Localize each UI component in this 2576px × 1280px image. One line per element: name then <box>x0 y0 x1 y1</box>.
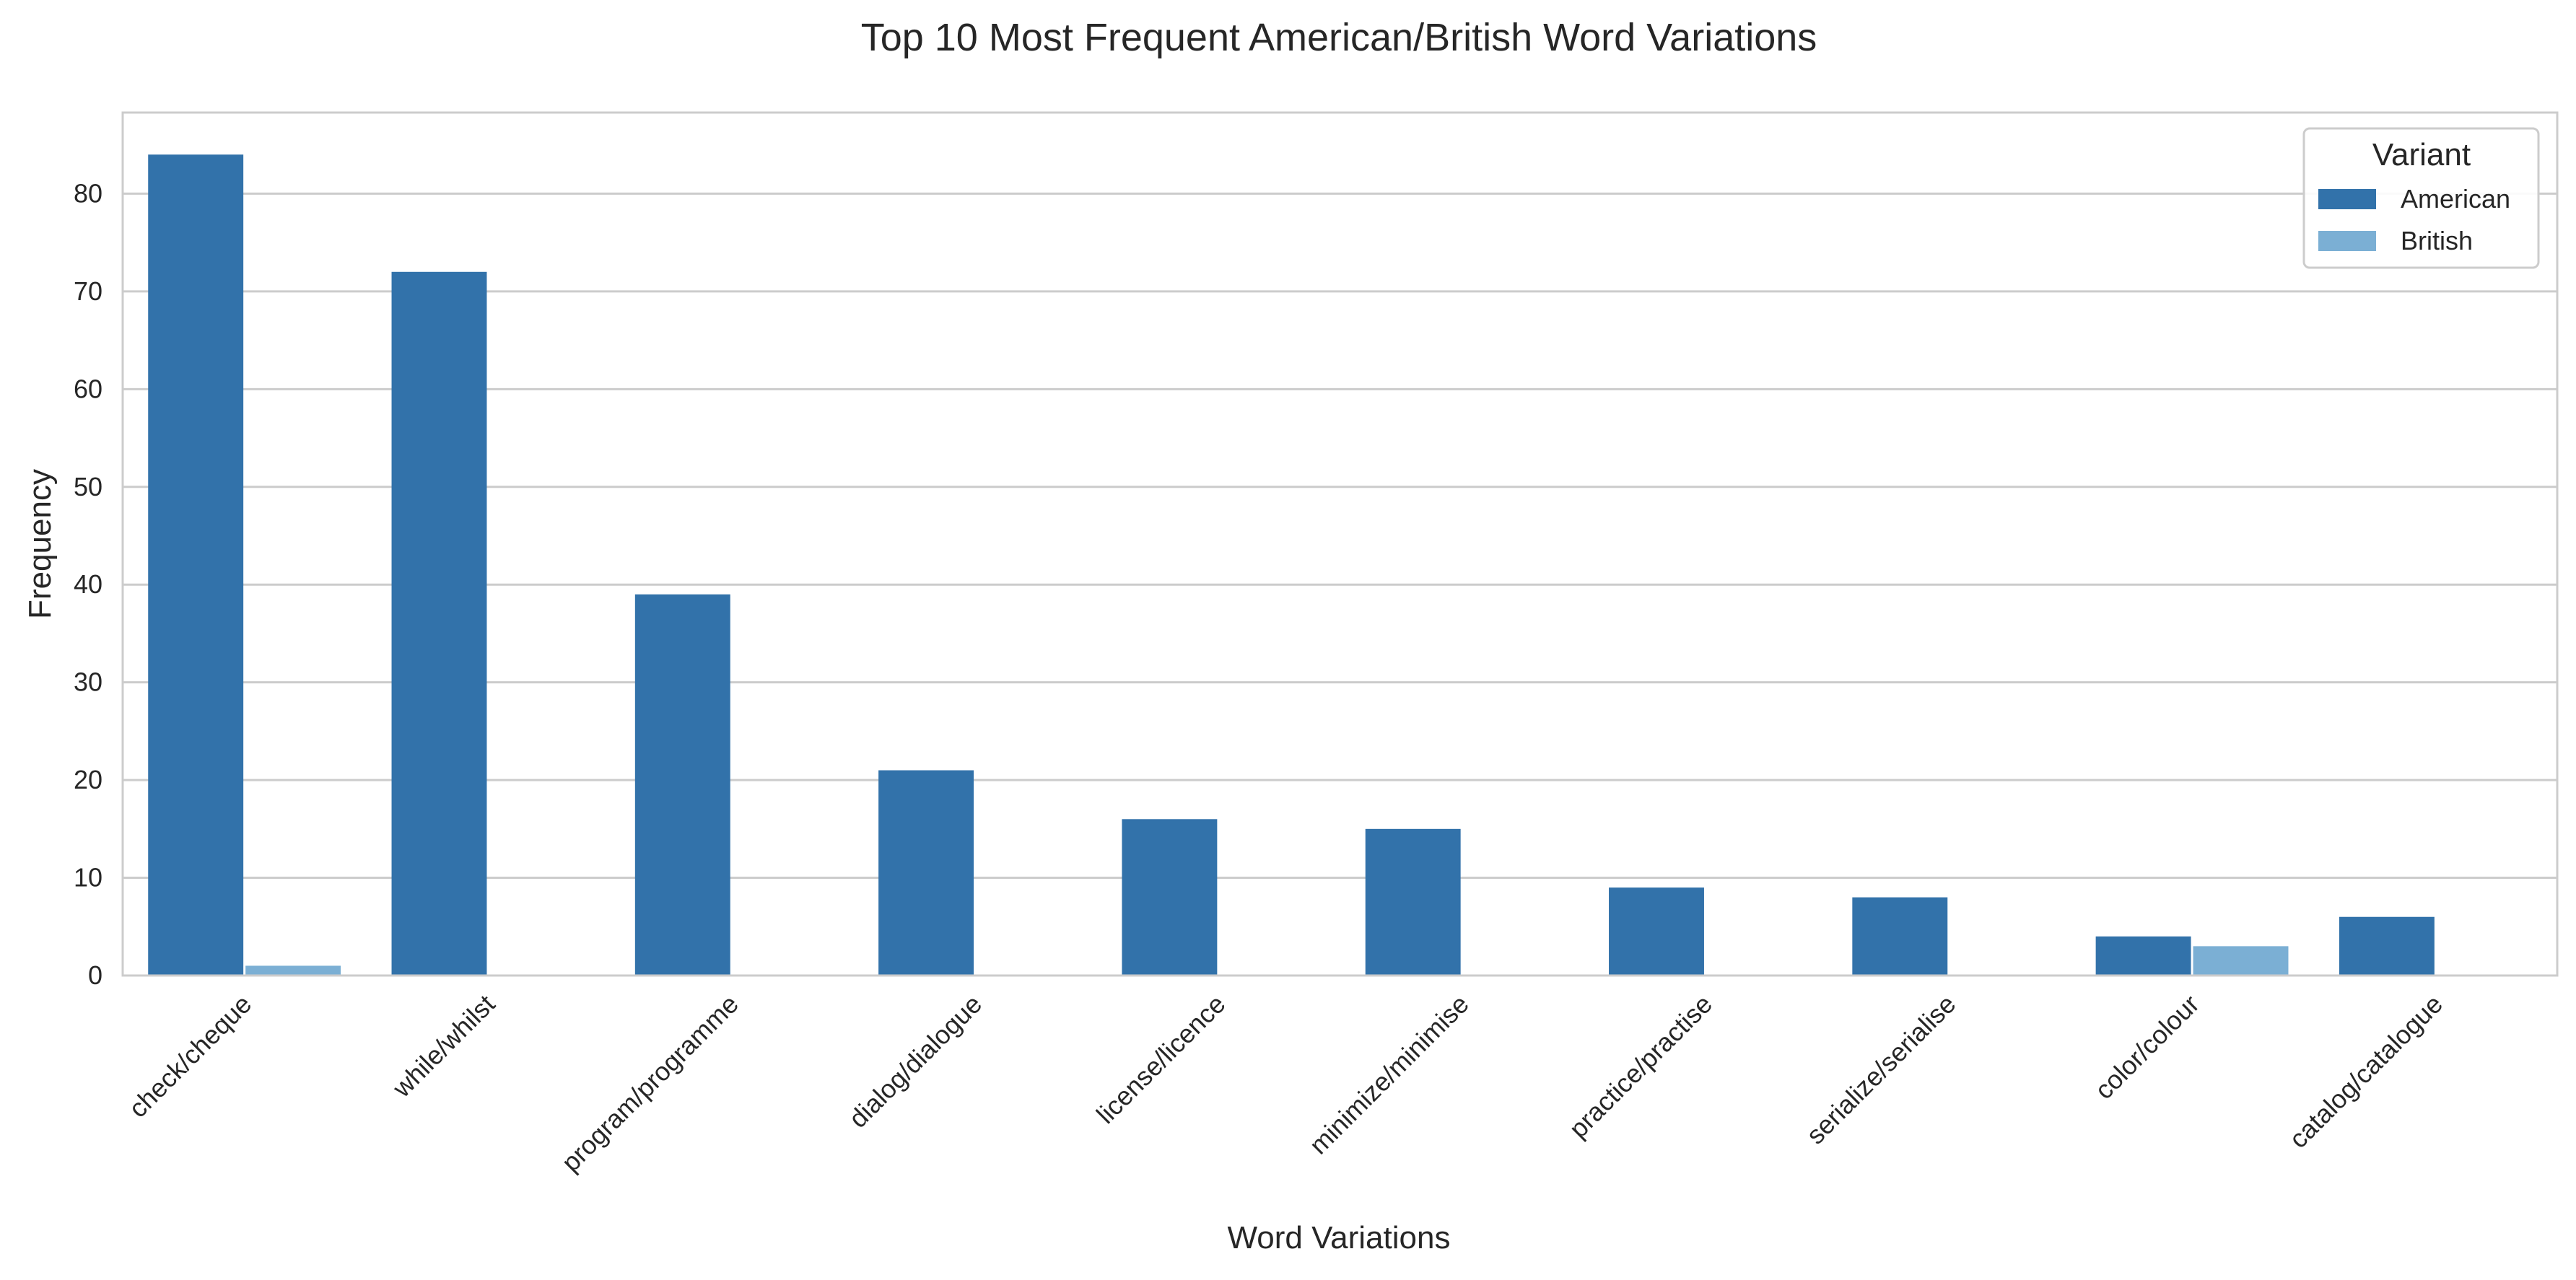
y-axis-title: Frequency <box>22 469 58 619</box>
bar-american-check-cheque <box>148 154 244 976</box>
y-tick-label: 80 <box>74 178 102 208</box>
bar-american-while-whilst <box>391 271 487 976</box>
bar-american-program-programme <box>634 594 730 976</box>
y-tick-label: 60 <box>74 374 102 403</box>
legend: Variant American British <box>2302 127 2540 269</box>
y-tick-label: 30 <box>74 667 102 697</box>
legend-swatch-british <box>2318 231 2376 251</box>
y-tick-label: 40 <box>74 569 102 599</box>
bar-british-check-cheque <box>245 965 341 976</box>
y-axis-ticks: 0 10 20 30 40 50 60 70 80 <box>74 178 102 990</box>
y-tick-label: 50 <box>74 472 102 501</box>
bar-british-color-colour <box>2193 946 2289 976</box>
y-tick-label: 10 <box>74 863 102 893</box>
y-tick-label: 20 <box>74 765 102 794</box>
y-tick-label: 0 <box>88 960 102 990</box>
y-tick-label: 70 <box>74 276 102 306</box>
chart-title: Top 10 Most Frequent American/British Wo… <box>861 16 1817 59</box>
legend-label-british: British <box>2401 226 2473 255</box>
bar-american-catalog-catalogue <box>2339 916 2435 976</box>
bar-american-color-colour <box>2095 936 2191 976</box>
bar-american-serialize-serialise <box>1852 897 1948 976</box>
x-axis-title: Word Variations <box>1228 1220 1451 1255</box>
plot-frame <box>121 111 2559 977</box>
gridlines <box>123 192 2557 977</box>
bar-american-license-licence <box>1122 819 1218 976</box>
legend-title: Variant <box>2372 137 2471 172</box>
legend-swatch-american <box>2318 189 2376 209</box>
legend-label-american: American <box>2401 184 2510 214</box>
bar-american-minimize-minimise <box>1365 828 1461 976</box>
bars <box>148 154 2435 976</box>
bar-american-practice-practise <box>1609 887 1704 976</box>
bar-american-dialog-dialogue <box>878 770 974 976</box>
